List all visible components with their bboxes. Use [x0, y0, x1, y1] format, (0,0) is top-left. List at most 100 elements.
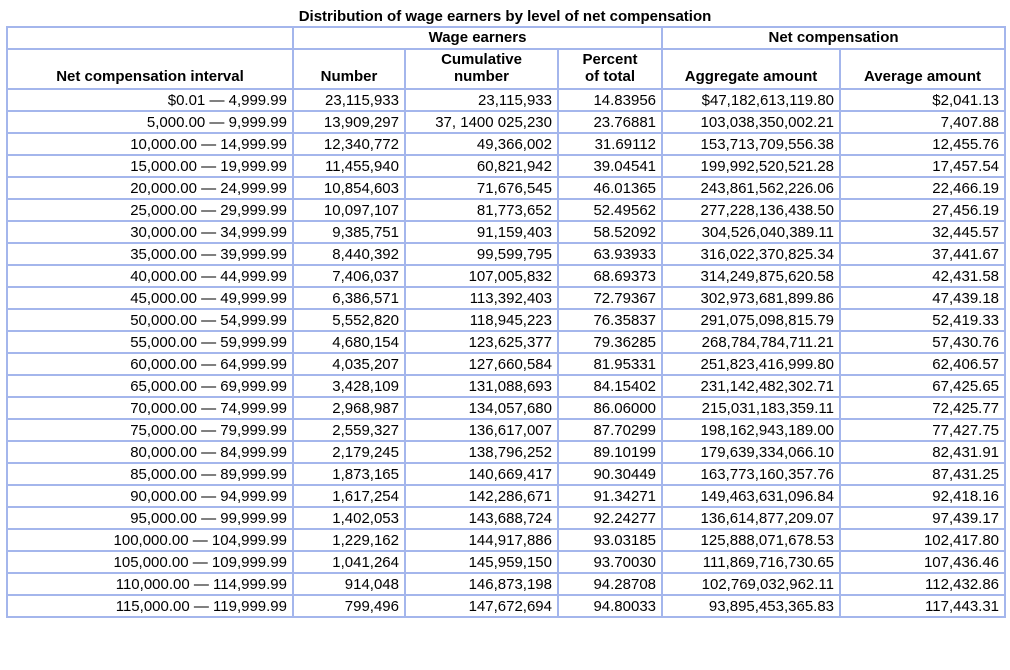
table-row: 95,000.00 — 99,999.99 1,402,053 143,688,72…: [6, 506, 1007, 530]
aggregate-amount-cell: 243,861,562,226.06: [661, 176, 842, 200]
table-row: 65,000.00 — 69,999.99 3,428,109 131,088,69…: [6, 374, 1007, 398]
percent-of-total-cell: 31.69112: [556, 132, 664, 156]
average-amount-cell: 47,439.18: [839, 286, 1007, 310]
interval-cell: 25,000.00 — 29,999.99: [6, 198, 294, 222]
aggregate-amount-cell: 231,142,482,302.71: [661, 374, 842, 398]
percent-of-total-cell: 79.36285: [556, 330, 664, 354]
number-cell: 8,440,392: [292, 242, 406, 266]
aggregate-amount-cell: 125,888,071,678.53: [661, 528, 842, 552]
average-amount-cell: 57,430.76: [839, 330, 1007, 354]
percent-of-total-cell: 90.30449: [556, 462, 664, 486]
cumulative-number-cell: 138,796,252: [404, 440, 559, 464]
interval-cell: 40,000.00 — 44,999.99: [6, 264, 294, 288]
table-row: 40,000.00 — 44,999.99 7,406,037 107,005,83…: [6, 264, 1007, 288]
aggregate-amount-cell: 291,075,098,815.79: [661, 308, 842, 332]
interval-cell: 30,000.00 — 34,999.99: [6, 220, 294, 244]
cumulative-number-cell: 60,821,942: [404, 154, 559, 178]
table-row: 55,000.00 — 59,999.99 4,680,154 123,625,37…: [6, 330, 1007, 354]
interval-cell: $0.01 — 4,999.99: [6, 88, 294, 112]
cumulative-number-cell: 91,159,403: [404, 220, 559, 244]
interval-cell: 85,000.00 — 89,999.99: [6, 462, 294, 486]
interval-cell: 65,000.00 — 69,999.99: [6, 374, 294, 398]
average-amount-cell: 92,418.16: [839, 484, 1007, 508]
aggregate-amount-cell: 304,526,040,389.11: [661, 220, 842, 244]
page-title: Distribution of wage earners by level of…: [298, 8, 712, 25]
average-amount-cell: 72,425.77: [839, 396, 1007, 420]
number-cell: 9,385,751: [292, 220, 406, 244]
interval-cell: 105,000.00 — 109,999.99: [6, 550, 294, 574]
aggregate-amount-cell: 111,869,716,730.65: [661, 550, 842, 574]
percent-of-total-cell: 52.49562: [556, 198, 664, 222]
corner-empty-cell: [6, 26, 294, 50]
percent-of-total-cell: 58.52092: [556, 220, 664, 244]
aggregate-amount-cell: 302,973,681,899.86: [661, 286, 842, 310]
table-row: 45,000.00 — 49,999.99 6,386,571 113,392,40…: [6, 286, 1007, 310]
number-cell: 799,496: [292, 594, 406, 618]
cumulative-number-cell: 142,286,671: [404, 484, 559, 508]
cumulative-number-cell: 71,676,545: [404, 176, 559, 200]
percent-of-total-cell: 23.76881: [556, 110, 664, 134]
cumulative-number-cell: 23,115,933: [404, 88, 559, 112]
table-row: 50,000.00 — 54,999.99 5,552,820 118,945,22…: [6, 308, 1007, 332]
percent-of-total-cell: 39.04541: [556, 154, 664, 178]
column-header-number: Number: [292, 48, 406, 90]
table-row: 80,000.00 — 84,999.99 2,179,245 138,796,25…: [6, 440, 1007, 464]
aggregate-amount-cell: 215,031,183,359.11: [661, 396, 842, 420]
aggregate-amount-cell: 93,895,453,365.83: [661, 594, 842, 618]
number-cell: 1,617,254: [292, 484, 406, 508]
cumulative-number-cell: 118,945,223: [404, 308, 559, 332]
average-amount-cell: 112,432.86: [839, 572, 1007, 596]
group-header-wage-earners: Wage earners: [291, 26, 664, 50]
cumulative-number-cell: 81,773,652: [404, 198, 559, 222]
table-row: 5,000.00 — 9,999.99 13,909,297 37, 1400 02…: [6, 110, 1007, 134]
number-cell: 914,048: [292, 572, 406, 596]
number-cell: 1,229,162: [292, 528, 406, 552]
table-row: 115,000.00 — 119,999.99 799,496 147,672,69…: [6, 594, 1007, 618]
percent-of-total-cell: 14.83956: [556, 88, 664, 112]
cumulative-number-cell: 143,688,724: [404, 506, 559, 530]
cumulative-number-cell: 113,392,403: [404, 286, 559, 310]
column-header-average-amount: Average amount: [839, 48, 1007, 90]
percent-of-total-cell: 72.79367: [556, 286, 664, 310]
percent-of-total-cell: 93.70030: [556, 550, 664, 574]
percent-of-total-cell: 89.10199: [556, 440, 664, 464]
average-amount-cell: 37,441.67: [839, 242, 1007, 266]
number-cell: 1,402,053: [292, 506, 406, 530]
number-cell: 10,097,107: [292, 198, 406, 222]
cumulative-number-cell: 123,625,377: [404, 330, 559, 354]
percent-of-total-cell: 92.24277: [556, 506, 664, 530]
group-header-net-compensation: Net compensation: [661, 26, 1007, 50]
table-row: $0.01 — 4,999.99 23,115,933 23,115,933 14.8…: [6, 88, 1007, 112]
table-row: 70,000.00 — 74,999.99 2,968,987 134,057,68…: [6, 396, 1007, 420]
number-cell: 10,854,603: [292, 176, 406, 200]
number-cell: 2,968,987: [292, 396, 406, 420]
percent-of-total-cell: 86.06000: [556, 396, 664, 420]
average-amount-cell: 67,425.65: [839, 374, 1007, 398]
number-cell: 11,455,940: [292, 154, 406, 178]
table-row: 90,000.00 — 94,999.99 1,617,254 142,286,67…: [6, 484, 1007, 508]
average-amount-cell: 102,417.80: [839, 528, 1007, 552]
average-amount-cell: 107,436.46: [839, 550, 1007, 574]
average-amount-cell: 17,457.54: [839, 154, 1007, 178]
column-header-percent-of-total: Percent of total: [556, 48, 664, 90]
interval-cell: 60,000.00 — 64,999.99: [6, 352, 294, 376]
interval-cell: 10,000.00 — 14,999.99: [6, 132, 294, 156]
aggregate-amount-cell: 136,614,877,209.07: [661, 506, 842, 530]
interval-cell: 5,000.00 — 9,999.99: [6, 110, 294, 134]
table-row: 85,000.00 — 89,999.99 1,873,165 140,669,41…: [6, 462, 1007, 486]
aggregate-amount-cell: 149,463,631,096.84: [661, 484, 842, 508]
interval-cell: 20,000.00 — 24,999.99: [6, 176, 294, 200]
average-amount-cell: 32,445.57: [839, 220, 1007, 244]
table-row: 100,000.00 — 104,999.99 1,229,162 144,917,…: [6, 528, 1007, 552]
aggregate-amount-cell: 179,639,334,066.10: [661, 440, 842, 464]
table-row: 25,000.00 — 29,999.99 10,097,107 81,773,65…: [6, 198, 1007, 222]
average-amount-cell: 82,431.91: [839, 440, 1007, 464]
cumulative-number-cell: 146,873,198: [404, 572, 559, 596]
cumulative-number-cell: 37, 1400 025,230: [404, 110, 559, 134]
aggregate-amount-cell: 198,162,943,189.00: [661, 418, 842, 442]
aggregate-amount-cell: 251,823,416,999.80: [661, 352, 842, 376]
interval-cell: 70,000.00 — 74,999.99: [6, 396, 294, 420]
average-amount-cell: 7,407.88: [839, 110, 1007, 134]
column-header-interval: Net compensation interval: [6, 48, 294, 90]
interval-cell: 45,000.00 — 49,999.99: [6, 286, 294, 310]
